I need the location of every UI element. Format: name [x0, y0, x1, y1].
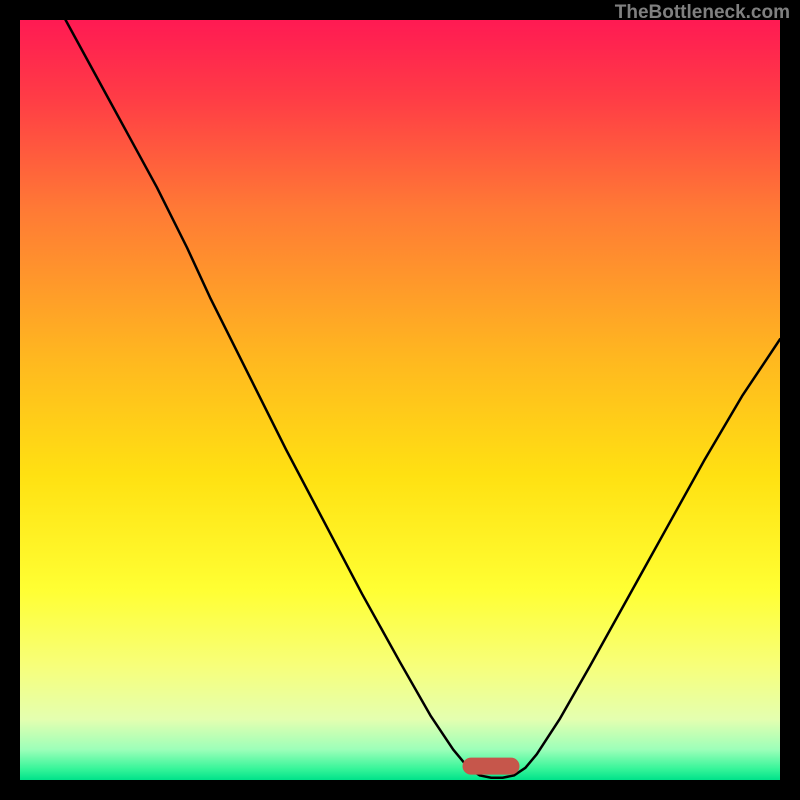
plot-area — [20, 20, 780, 780]
optimal-point-marker — [463, 758, 520, 775]
curve-layer — [20, 20, 780, 780]
bottleneck-curve — [66, 20, 780, 778]
chart-root: TheBottleneck.com — [0, 0, 800, 800]
watermark-text: TheBottleneck.com — [615, 2, 790, 24]
